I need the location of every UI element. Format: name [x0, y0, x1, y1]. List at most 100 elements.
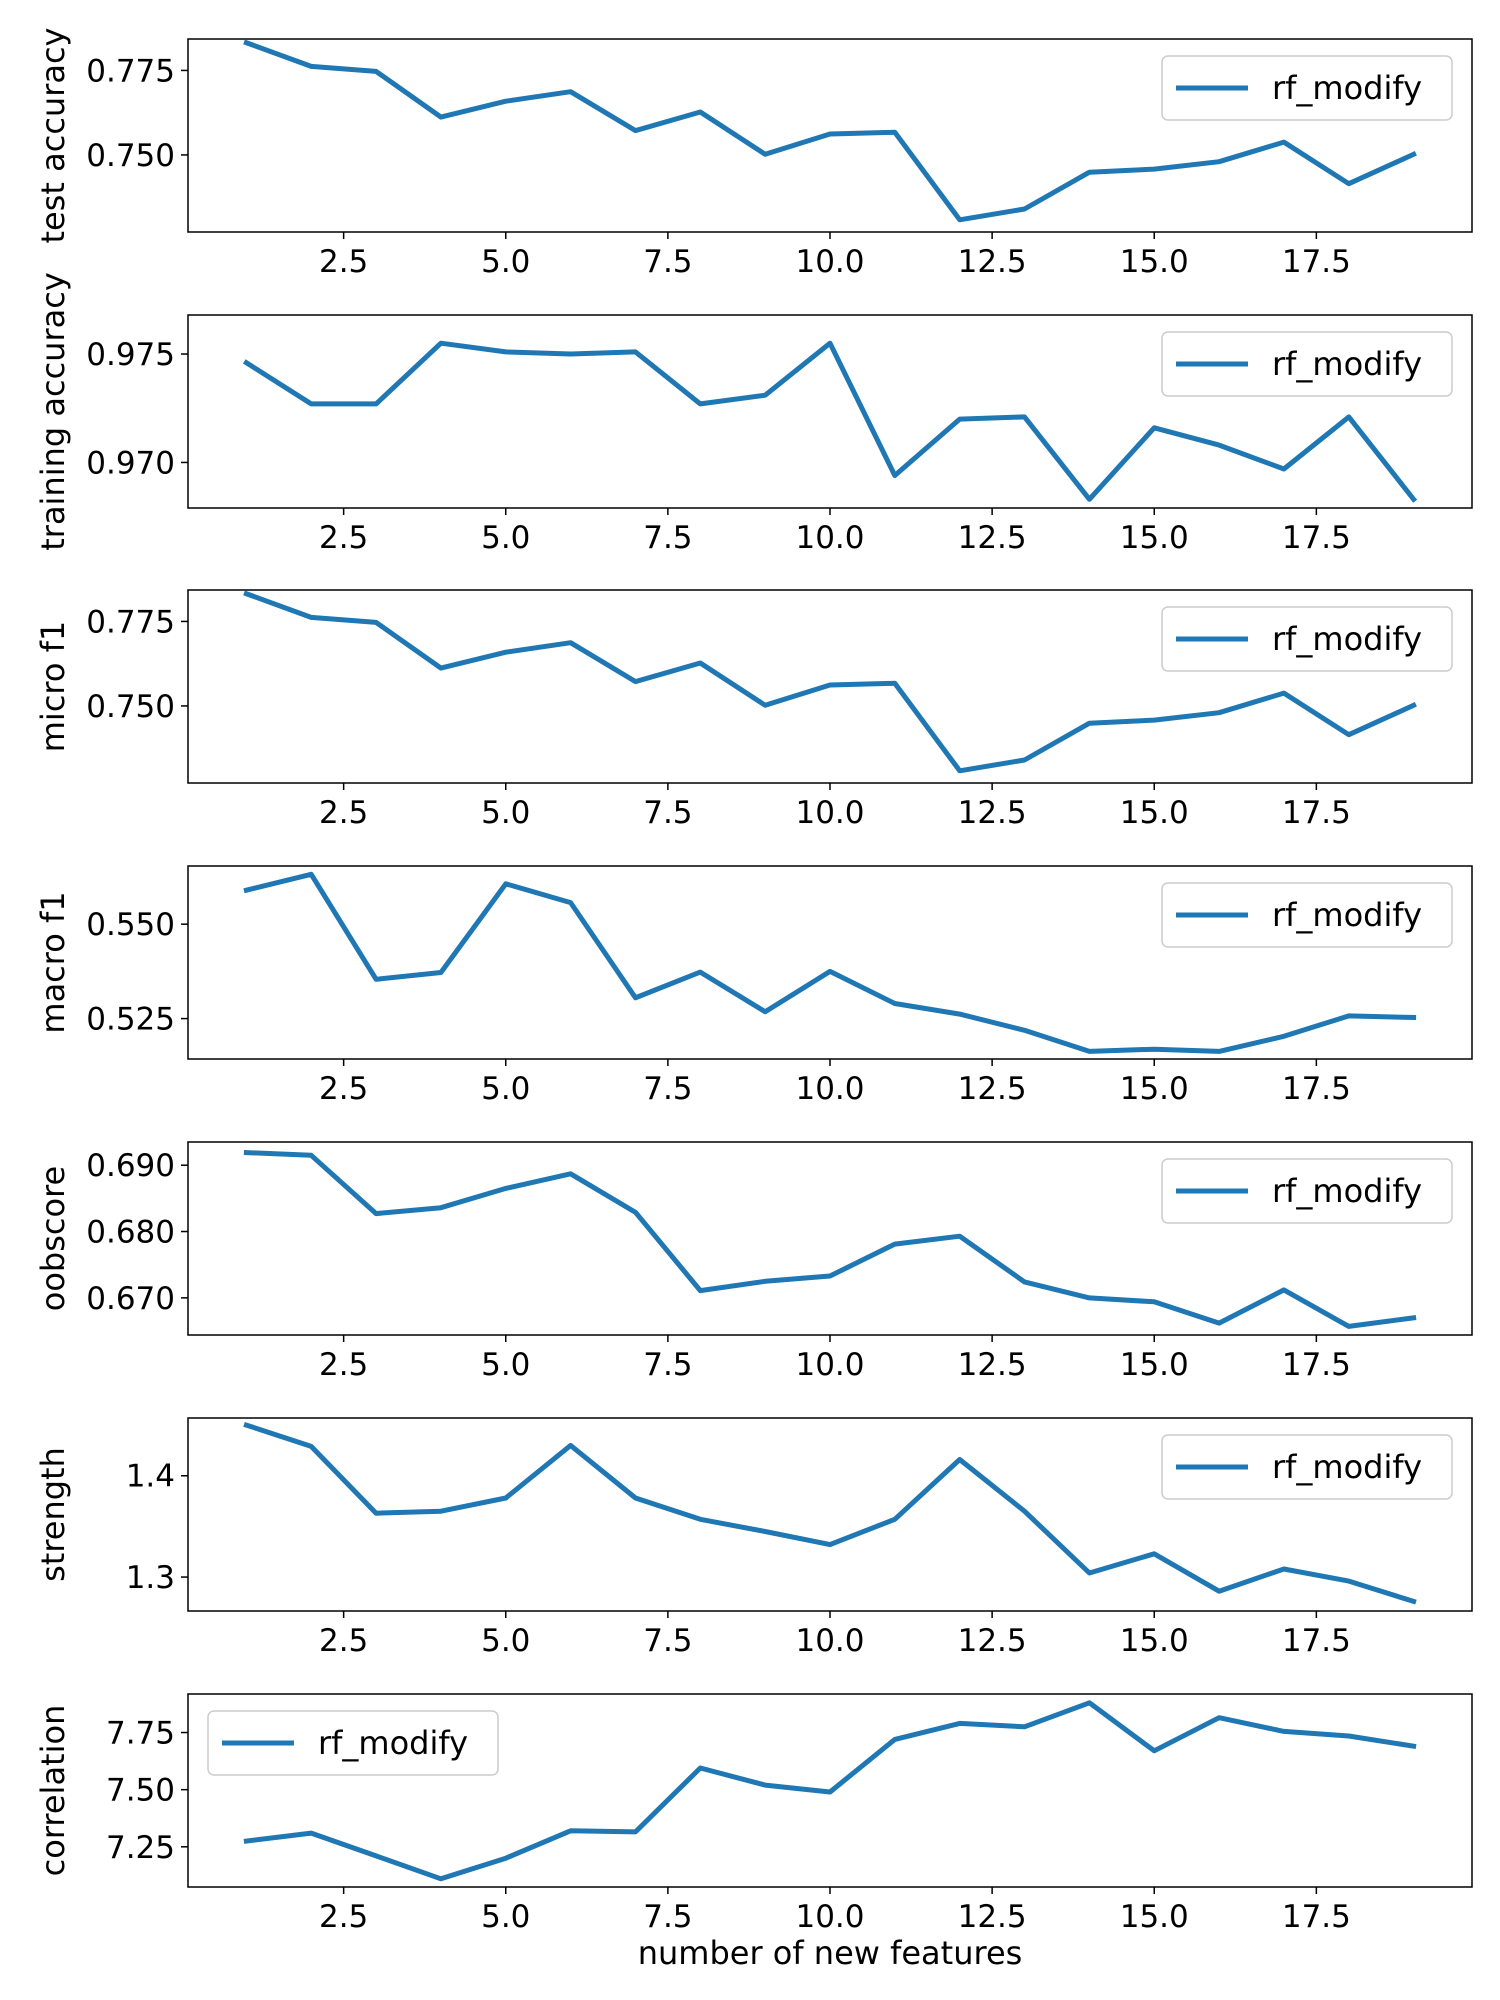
x-tick-label: 17.5: [1282, 1347, 1351, 1383]
x-tick-label: 2.5: [319, 520, 368, 556]
x-tick-label: 7.5: [643, 244, 692, 280]
y-tick-label: 1.4: [126, 1459, 175, 1495]
x-tick-label: 7.5: [643, 1899, 692, 1935]
x-tick-label: 12.5: [958, 244, 1027, 280]
x-tick-label: 12.5: [958, 1071, 1027, 1107]
x-tick-label: 12.5: [958, 520, 1027, 556]
subplot-6: 2.5 5.0 7.5 10.0 12.5 15.0 17.5 1.3 1.4 strength r…: [34, 1417, 1473, 1659]
legend: rf_modify: [1161, 882, 1453, 948]
legend: rf_modify: [207, 1710, 499, 1776]
x-tick-label: 2.5: [319, 1347, 368, 1383]
legend-label: rf_modify: [1272, 69, 1422, 107]
x-tick-label: 5.0: [481, 1899, 530, 1935]
x-axis-label: number of new features: [638, 1934, 1023, 1972]
legend-label: rf_modify: [1272, 620, 1422, 658]
series-line-rf_modify: [243, 590, 1417, 774]
legend-label: rf_modify: [1272, 1448, 1422, 1486]
y-tick-label: 7.50: [106, 1773, 175, 1809]
y-tick-label: 0.525: [86, 1002, 175, 1038]
x-tick-label: 7.5: [643, 1071, 692, 1107]
series-line-rf_modify: [243, 871, 1417, 1054]
y-tick-label: 0.750: [86, 689, 175, 725]
legend-box: [1161, 55, 1453, 121]
x-tick-label: 17.5: [1282, 520, 1351, 556]
y-tick-label: 0.550: [86, 907, 175, 943]
x-tick-label: 7.5: [643, 520, 692, 556]
y-tick-label: 7.75: [106, 1716, 175, 1752]
legend-label: rf_modify: [318, 1724, 468, 1762]
x-tick-label: 15.0: [1120, 244, 1189, 280]
legend-box: [1161, 1158, 1453, 1224]
x-tick-label: 17.5: [1282, 244, 1351, 280]
x-tick-label: 12.5: [958, 1623, 1027, 1659]
y-tick-label: 0.690: [86, 1148, 175, 1184]
y-tick-label: 0.975: [86, 337, 175, 373]
x-tick-label: 2.5: [319, 1899, 368, 1935]
series-line-rf_modify: [243, 1149, 1417, 1329]
x-tick-label: 7.5: [643, 795, 692, 831]
x-tick-label: 15.0: [1120, 1347, 1189, 1383]
x-tick-label: 17.5: [1282, 1623, 1351, 1659]
legend: rf_modify: [1161, 606, 1453, 672]
legend-box: [1161, 1434, 1453, 1500]
y-axis-label: training accuracy: [34, 272, 72, 551]
series-line-rf_modify: [243, 39, 1417, 223]
x-tick-label: 10.0: [795, 795, 864, 831]
y-axis-label: macro f1: [34, 891, 72, 1033]
x-tick-label: 10.0: [795, 520, 864, 556]
x-tick-label: 7.5: [643, 1347, 692, 1383]
x-tick-label: 10.0: [795, 244, 864, 280]
y-tick-label: 0.775: [86, 53, 175, 89]
legend: rf_modify: [1161, 55, 1453, 121]
x-tick-label: 5.0: [481, 1623, 530, 1659]
x-tick-label: 15.0: [1120, 795, 1189, 831]
x-tick-label: 12.5: [958, 1347, 1027, 1383]
x-tick-label: 15.0: [1120, 1071, 1189, 1107]
x-tick-label: 15.0: [1120, 1899, 1189, 1935]
x-tick-label: 12.5: [958, 1899, 1027, 1935]
legend-box: [207, 1710, 499, 1776]
y-axis-label: oobscore: [34, 1166, 72, 1311]
x-tick-label: 17.5: [1282, 795, 1351, 831]
y-tick-label: 0.750: [86, 138, 175, 174]
x-tick-label: 2.5: [319, 244, 368, 280]
x-tick-label: 2.5: [319, 795, 368, 831]
x-tick-label: 5.0: [481, 520, 530, 556]
series-line-rf_modify: [242, 340, 1418, 503]
x-tick-label: 17.5: [1282, 1899, 1351, 1935]
subplot-4: 2.5 5.0 7.5 10.0 12.5 15.0 17.5 0.525 0.550 macro…: [34, 865, 1473, 1107]
x-tick-label: 2.5: [319, 1071, 368, 1107]
subplot-7: 2.5 5.0 7.5 10.0 12.5 15.0 17.5 7.25 7.50 7.75 cor…: [34, 1693, 1473, 1972]
legend-label: rf_modify: [1272, 345, 1422, 383]
y-tick-label: 7.25: [106, 1830, 175, 1866]
x-tick-label: 10.0: [795, 1071, 864, 1107]
subplot-2: 2.5 5.0 7.5 10.0 12.5 15.0 17.5 0.970 0.975 train…: [34, 272, 1473, 556]
legend: rf_modify: [1161, 1434, 1453, 1500]
x-tick-label: 5.0: [481, 795, 530, 831]
y-tick-label: 0.670: [86, 1281, 175, 1317]
x-tick-label: 10.0: [795, 1347, 864, 1383]
x-tick-label: 17.5: [1282, 1071, 1351, 1107]
x-tick-label: 10.0: [795, 1623, 864, 1659]
series-line-rf_modify: [243, 1421, 1417, 1605]
subplot-3: 2.5 5.0 7.5 10.0 12.5 15.0 17.5 0.750 0.775 micro…: [34, 589, 1473, 831]
x-tick-label: 2.5: [319, 1623, 368, 1659]
legend: rf_modify: [1161, 331, 1453, 397]
y-axis-label: strength: [34, 1447, 72, 1582]
y-axis-label: test accuracy: [34, 28, 72, 244]
subplot-5: 2.5 5.0 7.5 10.0 12.5 15.0 17.5 0.670 0.680 0.690…: [34, 1141, 1473, 1383]
legend: rf_modify: [1161, 1158, 1453, 1224]
legend-label: rf_modify: [1272, 896, 1422, 934]
series-line-rf_modify: [243, 1700, 1417, 1882]
x-tick-label: 7.5: [643, 1623, 692, 1659]
legend-box: [1161, 331, 1453, 397]
x-tick-label: 15.0: [1120, 1623, 1189, 1659]
y-tick-label: 0.775: [86, 604, 175, 640]
legend-label: rf_modify: [1272, 1172, 1422, 1210]
legend-box: [1161, 606, 1453, 672]
x-tick-label: 5.0: [481, 1347, 530, 1383]
y-tick-label: 1.3: [126, 1560, 175, 1596]
subplot-1: 2.5 5.0 7.5 10.0 12.5 15.0 17.5 0.750 0.775 test …: [34, 28, 1473, 280]
x-tick-label: 15.0: [1120, 520, 1189, 556]
